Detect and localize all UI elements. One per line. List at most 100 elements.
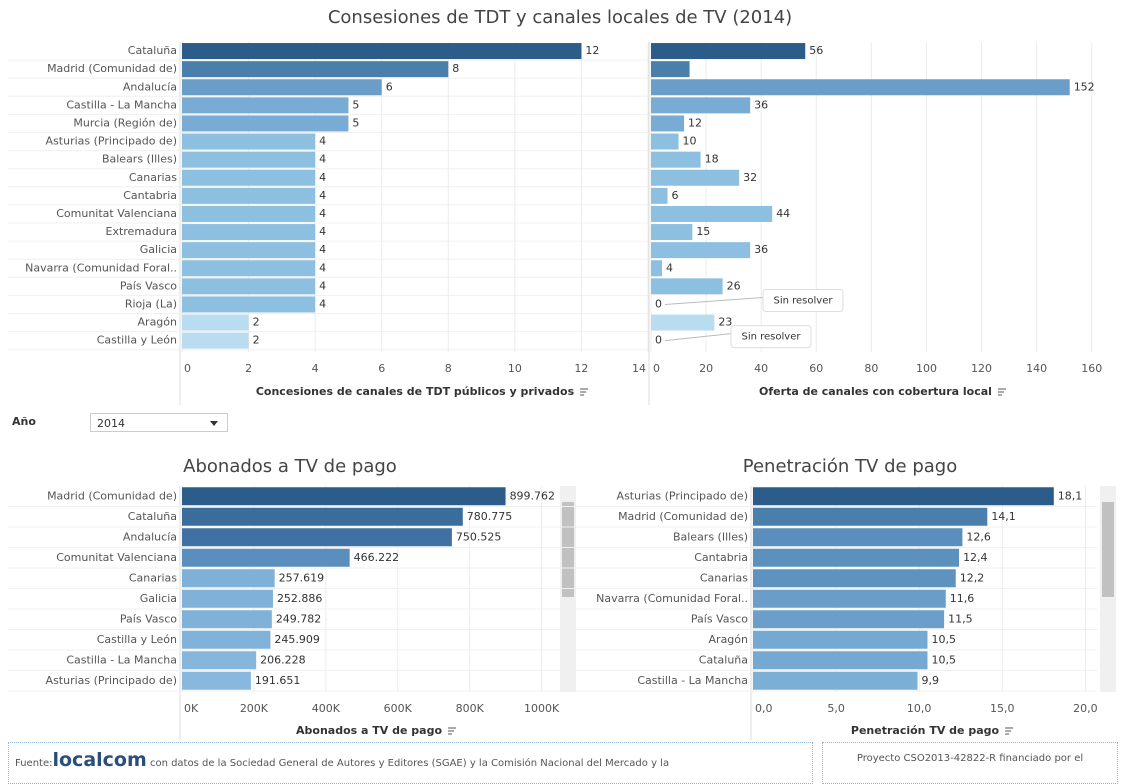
value-label: 10,5 (931, 633, 956, 646)
x-tick-label: 100 (916, 362, 937, 375)
value-label: 4 (319, 225, 326, 238)
scroll-thumb[interactable] (562, 502, 574, 597)
category-label: Madrid (Comunidad de) (618, 510, 748, 523)
bar (182, 610, 272, 629)
bar (651, 205, 773, 222)
bar (651, 115, 685, 132)
value-label: 4 (666, 261, 673, 274)
bar (182, 278, 316, 295)
value-label: 12 (688, 116, 702, 129)
value-label: 8 (452, 62, 459, 75)
category-label: Galicia (140, 243, 177, 256)
value-label: 5 (352, 98, 359, 111)
category-label: Comunitat Valenciana (56, 207, 177, 220)
value-label: 899.762 (510, 489, 555, 502)
category-label: Cantabria (694, 551, 748, 564)
value-label: 152 (1074, 80, 1095, 93)
x-tick-label: 10 (508, 362, 522, 375)
value-label: 11,5 (948, 612, 973, 625)
bar (182, 507, 463, 526)
value-label: 249.782 (276, 612, 322, 625)
value-label: 26 (727, 279, 741, 292)
x-tick-label: 12 (574, 362, 588, 375)
value-label: 257.619 (279, 571, 325, 584)
scroll-thumb[interactable] (1102, 502, 1114, 597)
x-tick-label: 200K (240, 702, 269, 715)
category-label: Castilla - La Mancha (66, 653, 177, 666)
project-box: Proyecto CSO2013-42822-R financiado por … (822, 742, 1118, 784)
bar (182, 169, 316, 186)
value-label: 36 (754, 243, 768, 256)
value-label: 206.228 (260, 653, 306, 666)
bar (182, 205, 316, 222)
value-label: 6 (386, 80, 393, 93)
category-label: Comunitat Valenciana (56, 551, 177, 564)
value-label: 466.222 (354, 551, 400, 564)
x-tick-label: 10,0 (907, 702, 932, 715)
bar (651, 97, 751, 114)
value-label: 2 (253, 316, 260, 329)
bar (182, 187, 316, 204)
value-label: 12 (585, 44, 599, 57)
annotation-box (730, 325, 812, 349)
x-tick-label: 600K (384, 702, 413, 715)
bar (651, 224, 693, 241)
project-text: Proyecto CSO2013-42822-R financiado por … (856, 753, 1084, 764)
bar (182, 43, 582, 60)
bar (753, 548, 960, 567)
x-tick-label: 800K (456, 702, 485, 715)
x-tick-label: 80 (864, 362, 878, 375)
bar (651, 133, 679, 150)
bar (182, 487, 506, 506)
bar (182, 260, 316, 277)
value-label: 23 (718, 316, 732, 329)
value-label: 9,9 (922, 674, 940, 687)
bar (753, 528, 963, 547)
value-label: 12,6 (966, 530, 991, 543)
value-label: 14,1 (991, 510, 1016, 523)
value-label: 56 (809, 44, 823, 57)
bar (182, 630, 271, 649)
bar (753, 569, 956, 588)
bar (182, 314, 249, 331)
axis-title: Abonados a TV de pago (296, 724, 442, 737)
category-label: País Vasco (120, 612, 177, 625)
category-label: Madrid (Comunidad de) (47, 62, 177, 75)
category-label: Cataluña (699, 653, 748, 666)
category-label: Murcia (Región de) (73, 116, 177, 129)
category-label: Cataluña (128, 510, 177, 523)
dropdown-value: 2014 (97, 417, 125, 430)
value-label: 4 (319, 207, 326, 220)
category-label: Aragón (138, 316, 178, 329)
x-tick-label: 14 (632, 362, 646, 375)
value-label: 4 (319, 171, 326, 184)
value-label: 4 (319, 189, 326, 202)
value-label: 4 (319, 261, 326, 274)
bar (651, 169, 740, 186)
category-label: Andalucía (123, 530, 177, 543)
value-label: 4 (319, 153, 326, 166)
value-label: 252.886 (277, 592, 323, 605)
bar (651, 43, 806, 60)
category-label: Canarias (129, 171, 177, 184)
category-label: Cantabria (123, 189, 177, 202)
annotation: Sin resolver (742, 332, 802, 343)
category-label: Balears (Illes) (102, 153, 177, 166)
value-label: 0 (655, 334, 662, 347)
source-prefix: Fuente: (15, 758, 53, 769)
value-label: 4 (319, 243, 326, 256)
bar (753, 589, 946, 608)
x-tick-label: 0,0 (755, 702, 773, 715)
bar (182, 151, 316, 168)
bar (182, 133, 316, 150)
category-label: Navarra (Comunidad Foral.. (25, 261, 177, 274)
year-dropdown[interactable]: 2014 (90, 413, 228, 432)
x-tick-label: 60 (809, 362, 823, 375)
x-tick-label: 4 (312, 362, 319, 375)
x-tick-label: 160 (1081, 362, 1102, 375)
value-label: 0 (655, 297, 662, 310)
bar (753, 651, 928, 670)
category-label: País Vasco (120, 279, 177, 292)
bar (182, 296, 316, 313)
